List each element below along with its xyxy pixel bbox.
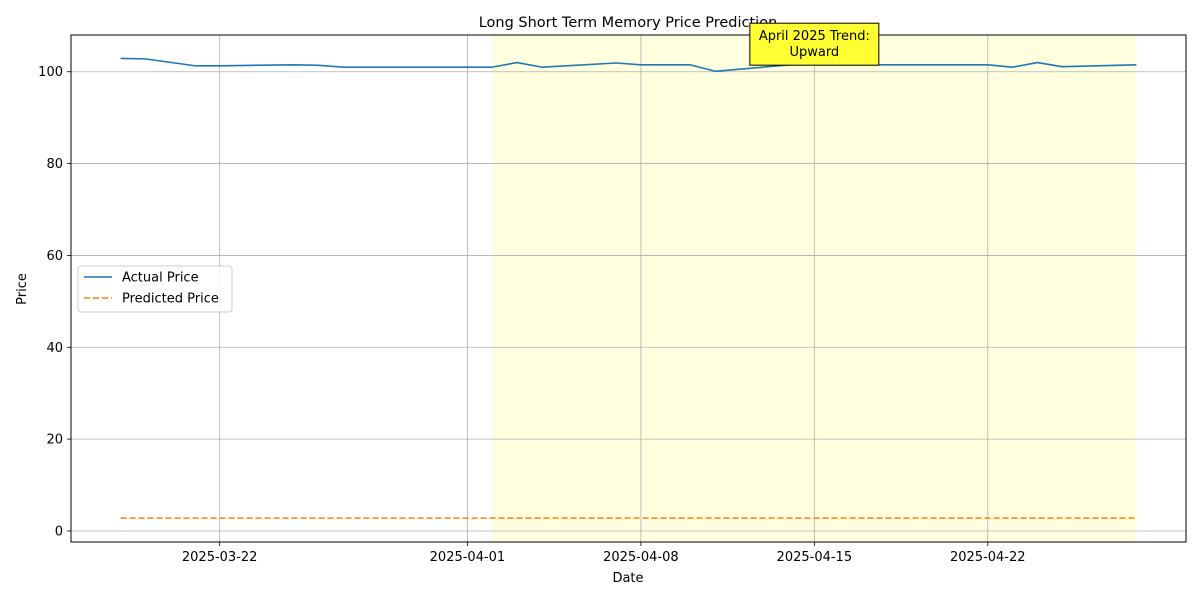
x-tick-label: 2025-04-01	[430, 550, 506, 565]
x-tick-label: 2025-04-22	[950, 550, 1026, 565]
y-tick-label: 100	[38, 65, 63, 80]
x-tick-label: 2025-03-22	[182, 550, 258, 565]
annotation-text: Upward	[789, 45, 839, 60]
chart-title: Long Short Term Memory Price Prediction	[479, 15, 778, 31]
legend-label: Actual Price	[122, 271, 199, 286]
plot-area	[70, 34, 1187, 543]
legend[interactable]: Actual Price Predicted Price	[77, 265, 233, 313]
legend-box	[77, 265, 233, 313]
annotation-text: April 2025 Trend:	[759, 29, 870, 44]
y-tick-label: 0	[55, 524, 63, 539]
y-tick-label: 80	[46, 157, 63, 172]
x-axis: 2025-03-22 2025-04-01 2025-04-08 2025-04-15…	[182, 542, 1026, 565]
y-axis-label: Price	[15, 273, 30, 305]
y-axis: 0 20 40 60 80 100	[38, 65, 71, 539]
plot-frame	[70, 34, 1187, 543]
grid	[71, 35, 1186, 542]
x-tick-label: 2025-04-08	[603, 550, 679, 565]
legend-label: Predicted Price	[122, 292, 219, 307]
x-tick-label: 2025-04-15	[777, 550, 853, 565]
y-tick-label: 20	[46, 433, 63, 448]
x-axis-label: Date	[612, 571, 643, 586]
series-layer	[120, 57, 1137, 519]
actual-price-line	[120, 57, 1137, 73]
annotation: April 2025 Trend:Upward	[749, 22, 880, 66]
y-tick-label: 60	[46, 249, 63, 264]
y-tick-label: 40	[46, 341, 63, 356]
annotation-box	[749, 22, 880, 66]
